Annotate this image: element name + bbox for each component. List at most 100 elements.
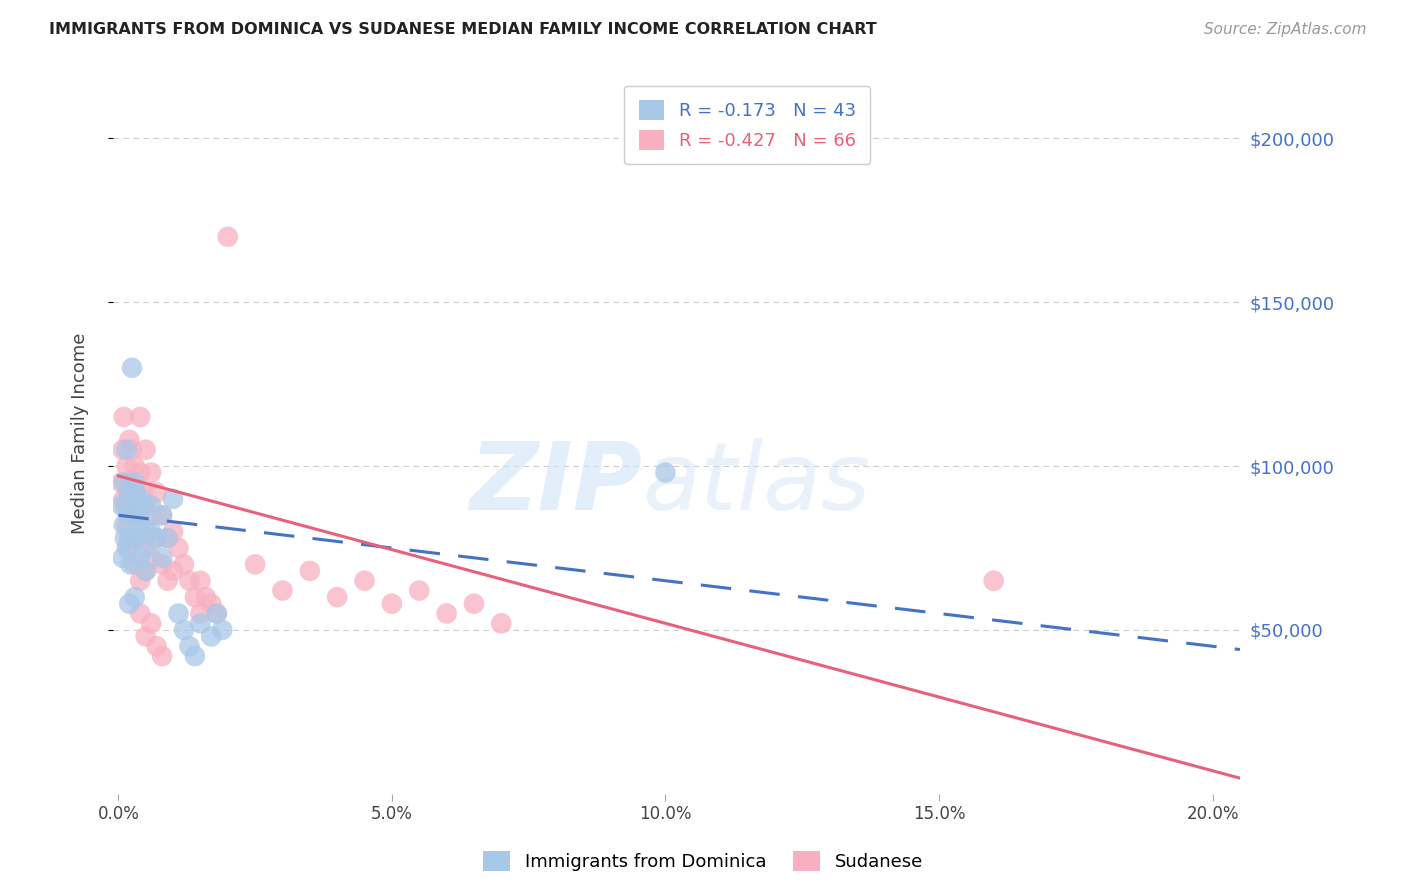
Point (205, 607, 228, 621)
Point (184, 649, 207, 664)
Point (117, 485, 139, 500)
Point (129, 466, 152, 480)
Point (129, 531, 152, 545)
Point (135, 442, 157, 457)
Point (135, 564, 157, 578)
Point (124, 485, 146, 500)
Point (124, 459, 146, 474)
Point (141, 508, 163, 523)
Text: IMMIGRANTS FROM DOMINICA VS SUDANESE MEDIAN FAMILY INCOME CORRELATION CHART: IMMIGRANTS FROM DOMINICA VS SUDANESE MED… (49, 22, 877, 37)
Point (205, 607, 228, 621)
Point (162, 491, 184, 506)
Point (120, 558, 142, 572)
Point (118, 485, 141, 500)
Point (129, 550, 152, 565)
Point (121, 360, 143, 375)
Point (150, 508, 173, 523)
Point (114, 499, 136, 513)
Point (125, 485, 148, 500)
Point (173, 558, 195, 572)
Point (111, 550, 134, 565)
Point (112, 491, 135, 506)
Point (190, 574, 212, 588)
Point (145, 640, 167, 654)
Point (150, 550, 173, 565)
Point (179, 640, 201, 654)
Point (184, 590, 207, 604)
Point (120, 531, 142, 545)
Legend: R = -0.173   N = 43, R = -0.427   N = 66: R = -0.173 N = 43, R = -0.427 N = 66 (624, 86, 870, 164)
Point (124, 531, 146, 545)
Point (491, 616, 513, 631)
Point (353, 574, 375, 588)
Point (110, 475, 132, 490)
Point (167, 607, 190, 621)
Point (115, 459, 138, 474)
Point (200, 597, 222, 611)
Point (141, 499, 163, 513)
Point (121, 442, 143, 457)
Point (173, 623, 195, 637)
Point (145, 485, 167, 500)
Point (194, 590, 217, 604)
Point (150, 508, 173, 523)
Point (135, 541, 157, 555)
Point (135, 518, 157, 533)
Point (124, 475, 146, 490)
Point (167, 541, 190, 555)
Point (243, 558, 266, 572)
Point (127, 508, 149, 523)
Point (463, 597, 485, 611)
Point (112, 475, 135, 490)
Point (326, 590, 349, 604)
Point (118, 597, 141, 611)
Point (124, 558, 146, 572)
Point (408, 583, 430, 598)
Point (211, 623, 233, 637)
Point (124, 508, 146, 523)
Point (141, 524, 163, 539)
Point (129, 491, 152, 506)
Point (129, 409, 152, 424)
Point (132, 499, 155, 513)
Point (654, 466, 676, 480)
Point (381, 597, 404, 611)
Y-axis label: Median Family Income: Median Family Income (72, 333, 89, 534)
Point (115, 442, 138, 457)
Point (118, 508, 141, 523)
Point (162, 524, 184, 539)
Point (124, 508, 146, 523)
Point (129, 574, 152, 588)
Point (135, 629, 157, 643)
Point (156, 574, 179, 588)
Point (190, 607, 212, 621)
Point (298, 564, 321, 578)
Point (141, 466, 163, 480)
Point (436, 607, 458, 621)
Point (150, 649, 173, 664)
Point (145, 531, 167, 545)
Point (135, 499, 157, 513)
Point (129, 524, 152, 539)
Point (118, 531, 141, 545)
Point (129, 499, 152, 513)
Point (156, 531, 179, 545)
Point (156, 531, 179, 545)
Point (179, 574, 201, 588)
Point (200, 629, 222, 643)
Point (111, 442, 134, 457)
Point (124, 531, 146, 545)
Point (118, 518, 141, 533)
Point (141, 550, 163, 565)
Point (112, 409, 135, 424)
Point (135, 564, 157, 578)
Text: atlas: atlas (643, 438, 870, 529)
Legend: Immigrants from Dominica, Sudanese: Immigrants from Dominica, Sudanese (475, 844, 931, 879)
Point (129, 607, 152, 621)
Point (190, 616, 212, 631)
Point (115, 518, 138, 533)
Point (118, 433, 141, 447)
Point (150, 558, 173, 572)
Point (135, 531, 157, 545)
Point (110, 499, 132, 513)
